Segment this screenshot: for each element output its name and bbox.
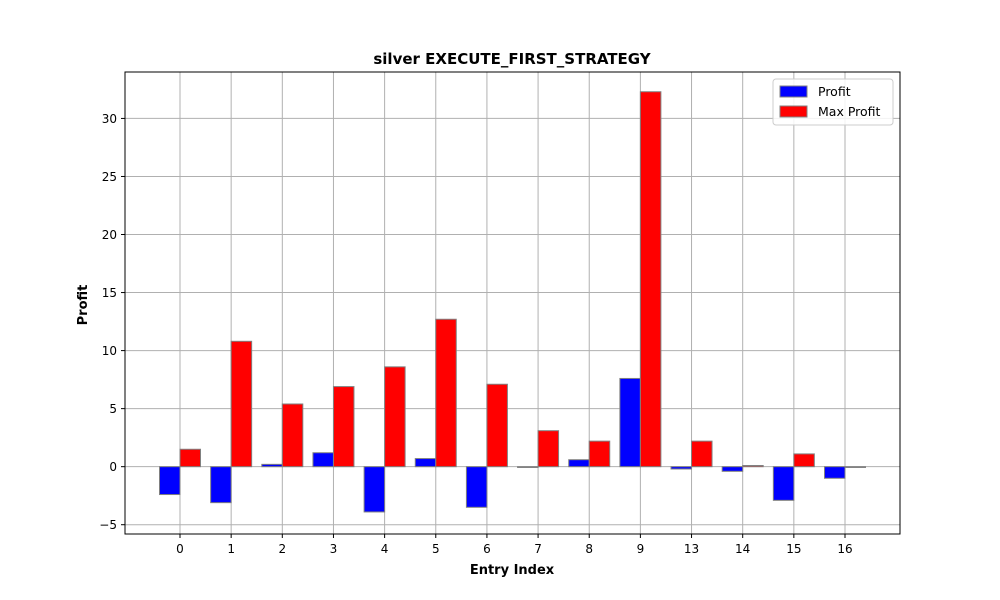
y-tick-label: 25 — [102, 170, 117, 184]
x-tick-label: 13 — [684, 542, 699, 556]
x-axis-title: Entry Index — [470, 563, 555, 578]
max-profit-bar — [486, 383, 508, 468]
x-tick-label: 6 — [483, 542, 491, 556]
max-profit-bar — [230, 340, 253, 468]
x-tick-label: 9 — [637, 542, 645, 556]
max-profit-bar — [332, 386, 355, 468]
profit-bar — [568, 459, 590, 468]
y-tick-label: 5 — [109, 402, 117, 416]
profit-bar — [414, 458, 437, 468]
x-tick-label: 1 — [227, 542, 235, 556]
x-tick-label: 3 — [330, 542, 338, 556]
x-tick-label: 16 — [837, 542, 852, 556]
max-profit-bar — [537, 430, 560, 468]
profit-bar — [619, 377, 641, 468]
legend-swatch — [779, 105, 808, 118]
y-tick-label: −5 — [99, 518, 117, 532]
legend-label: Max Profit — [818, 104, 881, 119]
profit-bar — [363, 466, 386, 513]
max-profit-bar — [793, 453, 815, 468]
y-tick-label: 10 — [102, 344, 117, 358]
y-tick-label: 20 — [102, 228, 117, 242]
y-tick-label: 15 — [102, 286, 117, 300]
profit-bar — [721, 466, 744, 472]
max-profit-bar — [384, 366, 406, 468]
profit-bar — [772, 466, 795, 501]
profit-bar — [517, 466, 539, 468]
x-tick-label: 4 — [381, 542, 389, 556]
max-profit-bar — [844, 466, 866, 468]
max-profit-bar — [742, 465, 764, 468]
y-axis-title: Profit — [76, 285, 91, 326]
y-tick-label: 30 — [102, 112, 117, 126]
max-profit-bar — [588, 440, 611, 468]
legend: Profit Max Profit — [772, 78, 894, 126]
x-tick-label: 14 — [735, 542, 750, 556]
profit-bar — [465, 466, 488, 508]
x-tick-label: 7 — [534, 542, 542, 556]
y-tick-label: 0 — [109, 460, 117, 474]
chart-title: silver EXECUTE_FIRST_STRATEGY — [373, 50, 651, 68]
max-profit-bar — [435, 318, 457, 468]
profit-bar — [670, 466, 693, 470]
x-tick-label: 2 — [278, 542, 286, 556]
x-tick-label: 0 — [176, 542, 184, 556]
max-profit-bar — [179, 448, 201, 468]
profit-bar — [159, 466, 181, 496]
profit-bar — [210, 466, 232, 504]
axis-ticks: 0 1 2 3 4 5 6 7 8 9 13 14 15 16 −5 0 5 10 15 20 25 30 — [99, 112, 852, 556]
profit-bar — [261, 463, 283, 468]
legend-label: Profit — [818, 84, 851, 99]
max-profit-bar — [691, 440, 713, 468]
plot-frame — [124, 71, 901, 535]
legend-swatch — [779, 85, 808, 98]
profit-bar — [824, 466, 846, 479]
max-profit-bar — [639, 91, 662, 468]
x-tick-label: 8 — [585, 542, 593, 556]
x-tick-label: 5 — [432, 542, 440, 556]
profit-bar — [312, 452, 334, 468]
max-profit-bar — [281, 403, 304, 468]
x-tick-label: 15 — [786, 542, 801, 556]
bars — [159, 91, 866, 513]
